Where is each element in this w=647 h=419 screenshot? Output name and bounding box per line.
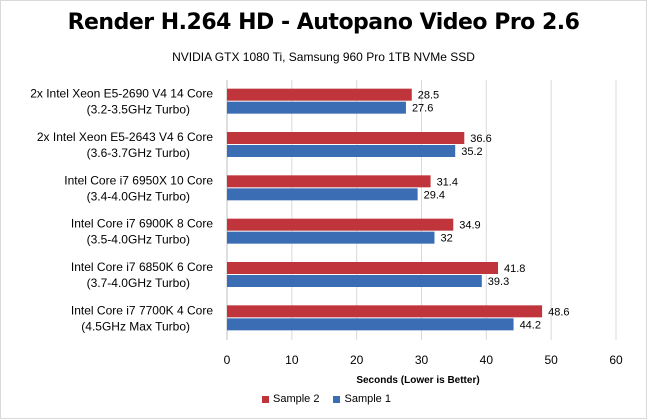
category-sublabel: (3.2-3.5GHz Turbo)	[87, 103, 190, 117]
category-label: Intel Core i7 6950X 10 Core	[64, 173, 213, 187]
data-label: 31.4	[437, 176, 458, 188]
data-label: 34.9	[459, 220, 480, 232]
bar-sample-1	[227, 275, 482, 287]
category-label: 2x Intel Xeon E5-2643 V4 6 Core	[37, 130, 213, 144]
bar-sample-2	[227, 132, 465, 144]
chart-subtitle: NVIDIA GTX 1080 Ti, Samsung 960 Pro 1TB …	[172, 50, 475, 64]
category-sublabel: (4.5GHz Max Turbo)	[81, 319, 190, 333]
category-sublabel: (3.6-3.7GHz Turbo)	[87, 146, 190, 160]
category-label: 2x Intel Xeon E5-2690 V4 14 Core	[30, 87, 213, 101]
category-sublabel: (3.5-4.0GHz Turbo)	[87, 233, 190, 247]
x-tick-label: 30	[415, 353, 429, 367]
legend-item-sample-1: Sample 1	[333, 393, 391, 405]
data-label: 36.6	[470, 133, 491, 145]
x-tick-label: 0	[224, 353, 231, 367]
bar-sample-2	[227, 218, 454, 231]
data-label: 32	[440, 233, 452, 245]
legend-swatch-sample-1	[333, 395, 341, 403]
category-label: Intel Core i7 7700K 4 Core	[71, 303, 213, 317]
bar-sample-1	[227, 231, 435, 244]
bar-sample-1	[227, 188, 418, 201]
category-label: Intel Core i7 6900K 8 Core	[71, 217, 213, 231]
x-tick-label: 60	[609, 353, 623, 367]
bar-sample-1	[227, 145, 456, 157]
bar-sample-2	[227, 305, 543, 318]
legend-swatch-sample-2	[262, 395, 269, 403]
legend-item-sample-2: Sample 2	[262, 393, 319, 405]
legend-label-sample-2: Sample 2	[273, 393, 320, 405]
bar-sample-2	[227, 262, 499, 274]
data-label: 41.8	[504, 263, 525, 275]
x-tick-label: 10	[285, 353, 299, 367]
bar-sample-1	[227, 101, 406, 114]
data-label: 48.6	[548, 306, 569, 318]
x-axis-title: Seconds (Lower is Better)	[356, 375, 479, 386]
x-tick-label: 40	[480, 353, 494, 367]
bar-sample-2	[227, 88, 412, 101]
chart-title: Render H.264 HD - Autopano Video Pro 2.6	[67, 10, 580, 35]
data-label: 44.2	[520, 319, 541, 331]
bar-sample-1	[227, 318, 514, 331]
category-sublabel: (3.7-4.0GHz Turbo)	[87, 276, 190, 290]
x-tick-label: 50	[544, 353, 558, 367]
legend-label-sample-1: Sample 1	[344, 393, 391, 405]
category-label: Intel Core i7 6850K 6 Core	[71, 260, 213, 274]
x-tick-label: 20	[350, 353, 364, 367]
data-label: 28.5	[418, 90, 439, 102]
data-label: 39.3	[488, 276, 509, 288]
bar-sample-2	[227, 175, 431, 188]
data-label: 35.2	[461, 146, 482, 158]
chart-legend: Sample 2 Sample 1	[262, 393, 391, 405]
data-label: 29.4	[424, 189, 445, 201]
category-sublabel: (3.4-4.0GHz Turbo)	[87, 189, 190, 203]
data-label: 27.6	[412, 103, 433, 115]
